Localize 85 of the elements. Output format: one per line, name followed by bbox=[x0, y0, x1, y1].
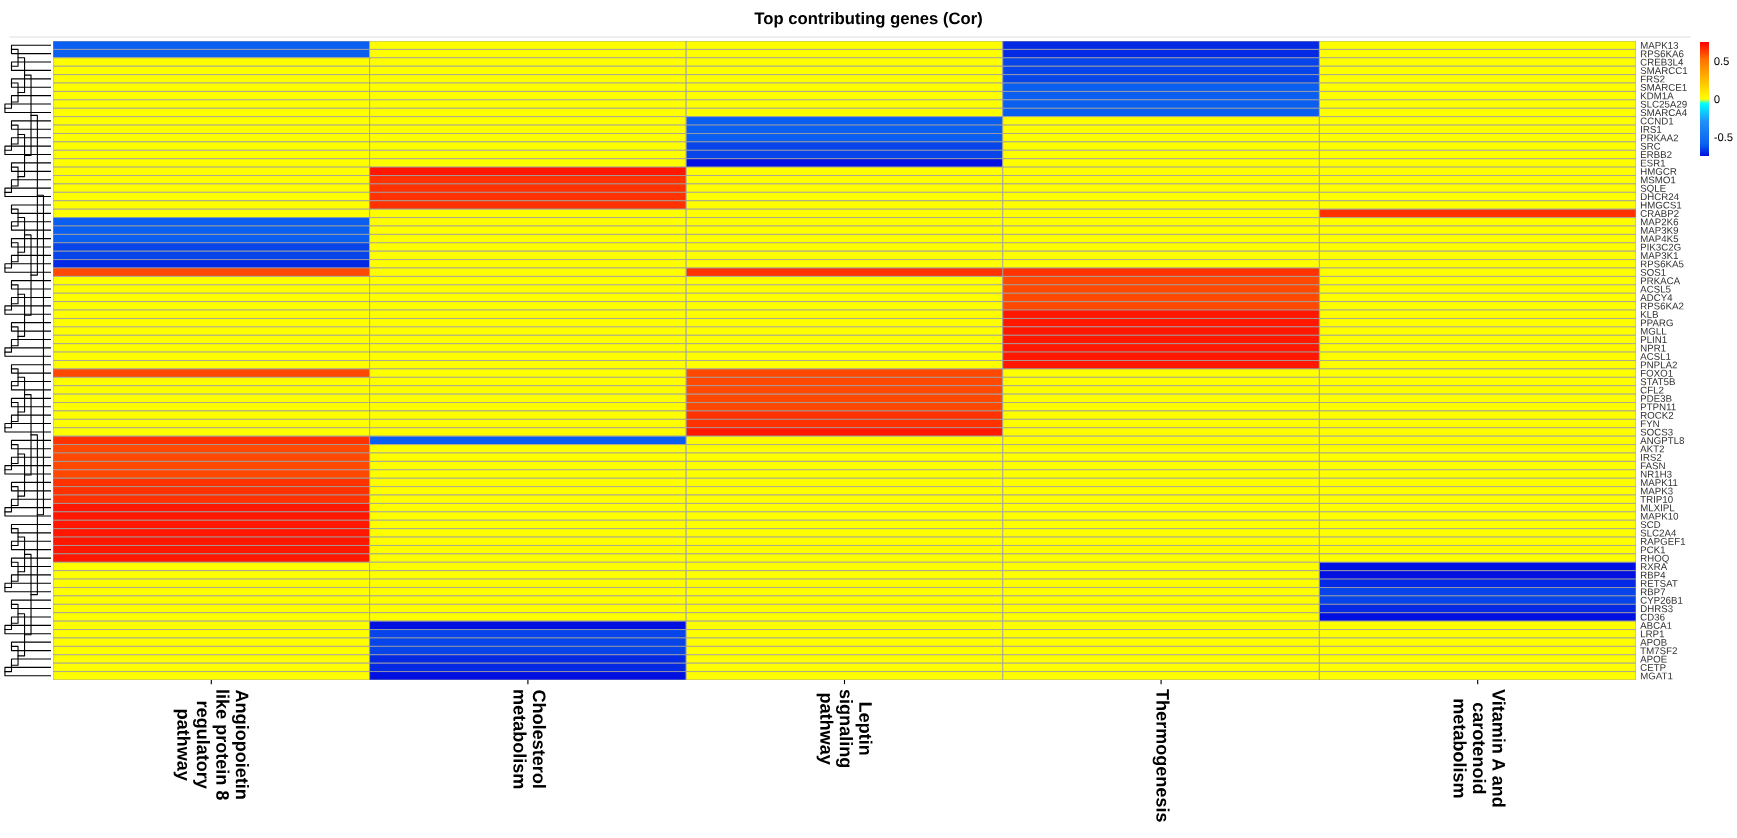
color-bar-label: 0.5 bbox=[1714, 57, 1729, 66]
y-tick-label: HMGCS1 bbox=[1640, 201, 1682, 209]
color-bar-label: 0 bbox=[1714, 95, 1720, 104]
y-tick-label: CRABP2 bbox=[1640, 210, 1679, 217]
y-tick-label: MAP3K1 bbox=[1640, 252, 1679, 260]
y-tick-label: CREB3L4 bbox=[1640, 58, 1684, 66]
y-tick-label: CYP26B1 bbox=[1640, 596, 1683, 604]
x-tick-label: Leptin signaling pathway bbox=[816, 689, 873, 768]
y-tick-label: MAP2K6 bbox=[1640, 218, 1679, 226]
y-tick-label: SLC25A29 bbox=[1640, 100, 1687, 108]
y-tick-label: ROCK2 bbox=[1640, 411, 1674, 419]
y-tick-label: DHRS3 bbox=[1640, 605, 1673, 613]
y-tick-label: PNPLA2 bbox=[1640, 361, 1677, 369]
y-tick-label: RPS6KA6 bbox=[1640, 50, 1684, 58]
y-tick-label: ERBB2 bbox=[1640, 151, 1672, 159]
y-tick-label: RETSAT bbox=[1640, 580, 1678, 587]
y-tick-label: PPARG bbox=[1640, 319, 1673, 327]
color-bar-label: -0.5 bbox=[1714, 133, 1733, 142]
y-tick-label: RPS6KA2 bbox=[1640, 302, 1684, 310]
y-tick-label: CETP bbox=[1640, 664, 1666, 672]
y-tick-label: MGLL bbox=[1640, 327, 1667, 335]
y-tick-label: PTPN11 bbox=[1640, 403, 1676, 411]
y-tick-label: MGAT1 bbox=[1640, 672, 1673, 680]
y-tick-label: KDM1A bbox=[1640, 92, 1674, 100]
y-tick-label: PRKACA bbox=[1640, 277, 1681, 285]
y-tick-label: PDE3B bbox=[1640, 395, 1672, 402]
y-tick-label: STAT5B bbox=[1640, 378, 1675, 386]
y-tick-label: MAP3K9 bbox=[1640, 226, 1679, 234]
y-tick-label: FRS2 bbox=[1640, 75, 1665, 83]
y-tick-label: LRP1 bbox=[1640, 630, 1665, 638]
y-tick-label: IRS2 bbox=[1641, 453, 1662, 461]
y-tick-label: ACSL5 bbox=[1640, 285, 1671, 293]
y-tick-label: AKT2 bbox=[1640, 445, 1664, 453]
chart-title: Top contributing genes (Cor) bbox=[754, 12, 982, 28]
y-tick-label: SMARCA4 bbox=[1640, 109, 1687, 117]
y-tick-label: RPS6KA5 bbox=[1640, 260, 1684, 268]
y-tick-label: PLIN1 bbox=[1640, 336, 1667, 343]
y-tick-label: CD36 bbox=[1640, 613, 1665, 621]
x-tick-label: Cholesterol metabolism bbox=[513, 690, 547, 789]
y-tick-label: NPR1 bbox=[1640, 344, 1666, 352]
y-tick-label: TRIP10 bbox=[1640, 495, 1673, 503]
y-tick-label: DHCR24 bbox=[1640, 193, 1679, 201]
y-tick-label: ESR1 bbox=[1640, 159, 1666, 167]
y-tick-label: SRC bbox=[1640, 142, 1661, 150]
y-tick-label: PIK3C2G bbox=[1640, 243, 1681, 251]
y-tick-label: SOCS3 bbox=[1640, 428, 1673, 436]
y-tick-label: ADCY4 bbox=[1640, 294, 1673, 302]
y-tick-label: MAP4K5 bbox=[1640, 235, 1679, 243]
y-tick-label: MLXIPL bbox=[1640, 504, 1675, 512]
y-tick-label: RHOQ bbox=[1640, 554, 1669, 564]
y-tick-label: PRKAA2 bbox=[1640, 134, 1679, 142]
y-tick-label: RBP7 bbox=[1640, 588, 1666, 596]
y-tick-label: MAPK3 bbox=[1640, 487, 1673, 495]
y-tick-label: MSMO1 bbox=[1640, 176, 1676, 184]
y-tick-label: CCND1 bbox=[1640, 117, 1674, 125]
y-tick-label: NR1H3 bbox=[1640, 470, 1672, 478]
y-tick-label: KLB bbox=[1640, 311, 1659, 318]
y-tick-label: PCK1 bbox=[1640, 546, 1666, 554]
y-tick-label: APOE bbox=[1640, 655, 1667, 663]
y-tick-label: IRS1 bbox=[1641, 126, 1662, 133]
y-tick-label: ANGPTL8 bbox=[1640, 437, 1685, 444]
y-tick-label: ABCA1 bbox=[1640, 622, 1672, 629]
y-tick-label: HMGCR bbox=[1640, 168, 1677, 175]
y-tick-label: APOB bbox=[1640, 638, 1667, 646]
y-tick-label: SMARCC1 bbox=[1640, 67, 1688, 75]
y-tick-label: MAPK10 bbox=[1640, 512, 1679, 520]
y-tick-label: FYN bbox=[1640, 420, 1659, 428]
y-tick-label: CFL2 bbox=[1640, 386, 1664, 394]
y-tick-label: FOXO1 bbox=[1640, 369, 1673, 377]
y-tick-label: SOS1 bbox=[1640, 268, 1666, 276]
y-tick-label: SCD bbox=[1640, 521, 1661, 529]
x-tick-label: Angiopoietin like protein 8 regulatory pathway bbox=[173, 690, 249, 800]
y-tick-label: ACSL1 bbox=[1640, 353, 1671, 360]
y-tick-label: RXRA bbox=[1640, 563, 1668, 571]
x-tick-label: Thermogenesis bbox=[1152, 689, 1170, 822]
y-tick-label: FASN bbox=[1640, 462, 1665, 470]
y-tick-label: TM7SF2 bbox=[1640, 647, 1677, 655]
x-tick-label: Vitamin A and carotenoid metabolism bbox=[1453, 689, 1506, 807]
y-tick-label: SMARCE1 bbox=[1640, 83, 1687, 91]
y-tick-label: MAPK13 bbox=[1640, 41, 1679, 49]
y-tick-label: RAPGEF1 bbox=[1640, 538, 1686, 545]
y-tick-label: MAPK11 bbox=[1640, 479, 1678, 486]
y-tick-label: RBP4 bbox=[1640, 571, 1666, 579]
y-tick-label: SQLE bbox=[1640, 184, 1666, 194]
y-tick-label: SLC2A4 bbox=[1640, 529, 1677, 537]
